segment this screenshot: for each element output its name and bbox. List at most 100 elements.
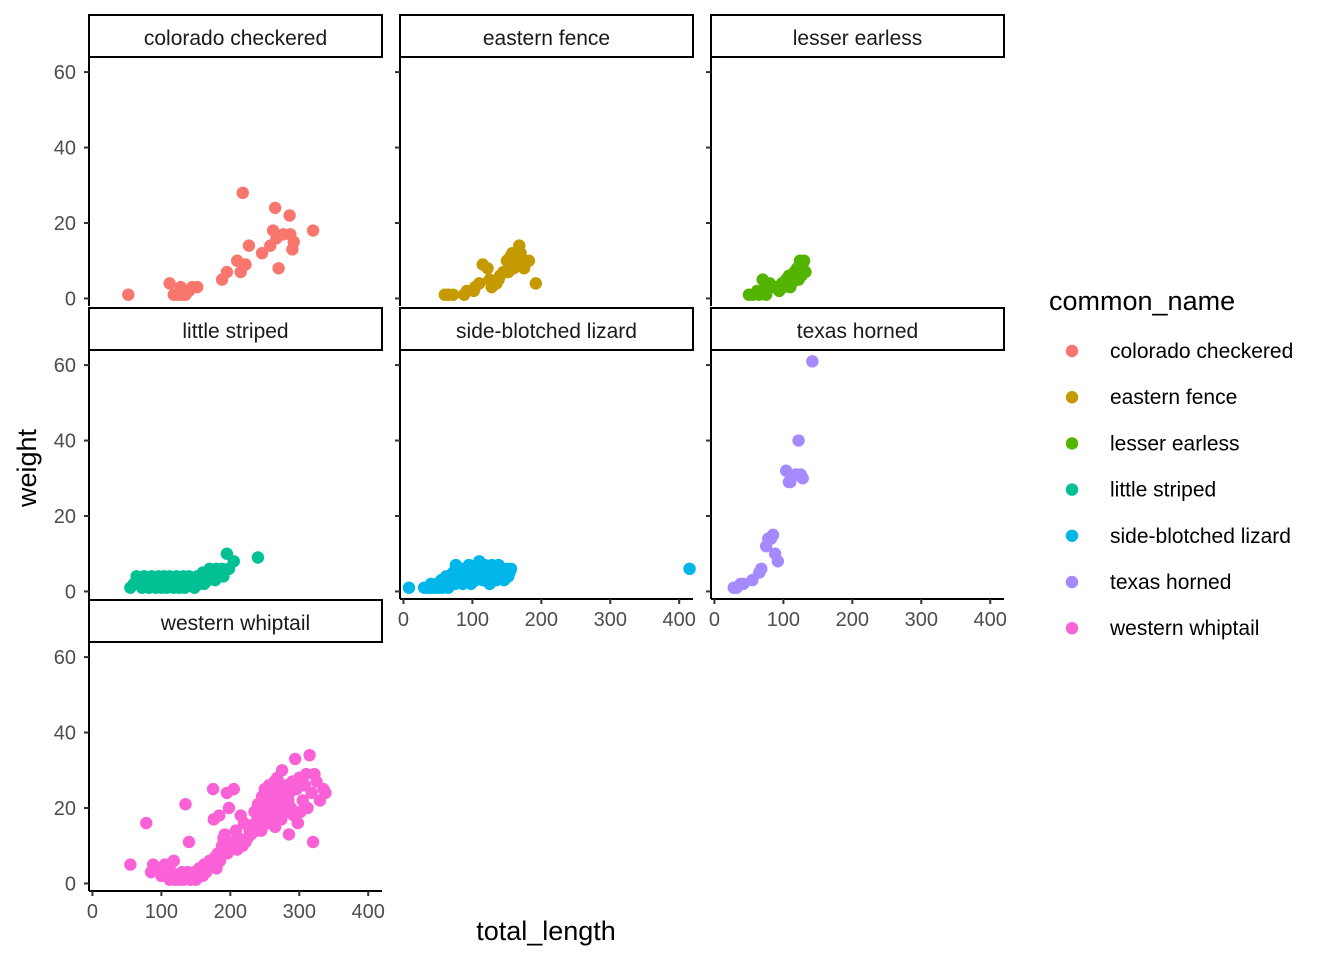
y-tick-label-little-striped-20: 20 (54, 506, 76, 528)
point-texas-horned-10 (766, 528, 780, 542)
facet-strip-western-whiptail (88, 599, 383, 643)
point-little-striped-61 (227, 555, 240, 568)
x-tick-label-western-whiptail-0: 0 (87, 901, 98, 923)
x-axis-title: total_length (476, 916, 616, 946)
point-side-blotched-lizard-0 (402, 581, 416, 594)
x-tick-label-western-whiptail-300: 300 (283, 901, 316, 923)
facet-strip-label-little-striped: little striped (182, 320, 288, 343)
facet-strip-label-lesser-earless: lesser earless (793, 27, 923, 50)
legend-key-texas-horned (1065, 575, 1079, 589)
legend-label-little-striped: little striped (1110, 479, 1216, 502)
point-colorado-checkered-11 (220, 265, 234, 279)
y-axis-title: weight (12, 428, 42, 508)
legend-label-western-whiptail: western whiptail (1109, 617, 1259, 640)
point-little-striped-62 (251, 551, 265, 564)
point-western-whiptail-0 (124, 858, 137, 871)
x-tick-label-side-blotched-lizard-200: 200 (525, 609, 558, 631)
facet-strip-label-texas-horned: texas horned (797, 320, 918, 343)
legend-label-lesser-earless: lesser earless (1110, 432, 1240, 455)
point-colorado-checkered-24 (283, 209, 296, 222)
x-tick-label-texas-horned-300: 300 (905, 609, 938, 631)
point-eastern-fence-9 (481, 262, 494, 275)
x-tick-label-side-blotched-lizard-300: 300 (594, 609, 627, 631)
facet-strip-label-eastern-fence: eastern fence (483, 27, 610, 50)
point-eastern-fence-27 (529, 277, 543, 290)
point-western-whiptail-105 (305, 786, 318, 800)
y-tick-label-western-whiptail-60: 60 (54, 647, 76, 669)
point-texas-horned-12 (771, 555, 785, 568)
point-side-blotched-lizard-69 (504, 562, 518, 576)
point-colorado-checkered-21 (272, 262, 285, 275)
legend-key-colorado-checkered (1065, 344, 1079, 358)
point-western-whiptail-97 (291, 816, 305, 830)
point-western-whiptail-95 (288, 752, 302, 766)
point-western-whiptail-84 (275, 764, 289, 777)
legend-key-side-blotched-lizard (1065, 529, 1079, 542)
point-colorado-checkered-16 (242, 239, 256, 252)
point-colorado-checkered-27 (287, 235, 300, 249)
y-tick-label-western-whiptail-40: 40 (54, 723, 76, 745)
legend-key-western-whiptail (1065, 622, 1079, 635)
point-colorado-checkered-20 (268, 201, 282, 215)
legend-label-texas-horned: texas horned (1110, 571, 1231, 594)
y-tick-label-colorado-checkered-60: 60 (54, 62, 76, 84)
legend-label-colorado-checkered: colorado checkered (1110, 340, 1293, 363)
y-tick-label-western-whiptail-20: 20 (54, 798, 76, 820)
x-tick-label-side-blotched-lizard-400: 400 (663, 609, 696, 631)
facet-strip-label-western-whiptail: western whiptail (160, 612, 310, 635)
y-tick-label-colorado-checkered-20: 20 (54, 213, 76, 235)
point-western-whiptail-90 (282, 828, 296, 841)
point-western-whiptail-103 (301, 801, 314, 815)
x-tick-label-texas-horned-0: 0 (709, 609, 720, 631)
legend-title: common_name (1049, 286, 1235, 316)
point-texas-horned-17 (792, 434, 805, 447)
facet-strip-lesser-earless (710, 14, 1005, 58)
y-tick-label-little-striped-0: 0 (65, 581, 76, 603)
legend-label-side-blotched-lizard: side-blotched lizard (1110, 525, 1291, 548)
point-eastern-fence-24 (514, 246, 527, 260)
point-western-whiptail-16 (179, 798, 192, 811)
point-colorado-checkered-15 (239, 258, 252, 271)
facet-strip-colorado-checkered (88, 14, 383, 58)
y-tick-label-little-striped-60: 60 (54, 355, 76, 377)
point-eastern-fence-7 (473, 277, 486, 290)
x-tick-label-western-whiptail-100: 100 (145, 901, 178, 923)
point-eastern-fence-26 (522, 254, 536, 267)
x-tick-label-side-blotched-lizard-0: 0 (398, 609, 409, 631)
legend-key-eastern-fence (1065, 391, 1079, 404)
point-western-whiptail-38 (213, 809, 226, 822)
point-colorado-checkered-1 (163, 277, 176, 290)
legend-key-little-striped (1065, 483, 1079, 496)
y-tick-label-colorado-checkered-0: 0 (65, 288, 76, 310)
point-western-whiptail-104 (303, 748, 316, 762)
point-side-blotched-lizard-70 (683, 562, 696, 576)
point-western-whiptail-48 (227, 782, 240, 796)
x-tick-label-texas-horned-200: 200 (836, 609, 869, 631)
point-eastern-fence-2 (446, 288, 460, 301)
y-tick-label-little-striped-40: 40 (54, 431, 76, 453)
legend-label-eastern-fence: eastern fence (1110, 386, 1237, 409)
facet-strip-label-colorado-checkered: colorado checkered (144, 27, 327, 50)
facet-strip-little-striped (88, 307, 383, 351)
x-tick-label-western-whiptail-200: 200 (214, 901, 247, 923)
point-colorado-checkered-0 (122, 288, 135, 301)
x-tick-label-side-blotched-lizard-100: 100 (456, 609, 489, 631)
point-lesser-earless-28 (799, 265, 812, 279)
y-tick-label-colorado-checkered-40: 40 (54, 138, 76, 160)
point-texas-horned-20 (806, 355, 819, 368)
point-western-whiptail-1 (140, 816, 153, 830)
x-tick-label-western-whiptail-400: 400 (352, 901, 385, 923)
x-tick-label-texas-horned-100: 100 (767, 609, 800, 631)
point-colorado-checkered-9 (191, 280, 204, 294)
legend-key-lesser-earless (1065, 437, 1079, 450)
facet-strip-label-side-blotched-lizard: side-blotched lizard (456, 320, 637, 343)
point-western-whiptail-9 (167, 854, 180, 868)
facet-strip-side-blotched-lizard (399, 307, 694, 351)
point-western-whiptail-45 (222, 801, 236, 815)
point-lesser-earless-27 (797, 254, 811, 267)
x-tick-label-texas-horned-400: 400 (974, 609, 1007, 631)
point-colorado-checkered-14 (236, 186, 249, 200)
point-western-whiptail-33 (206, 782, 220, 796)
point-western-whiptail-111 (319, 786, 332, 800)
